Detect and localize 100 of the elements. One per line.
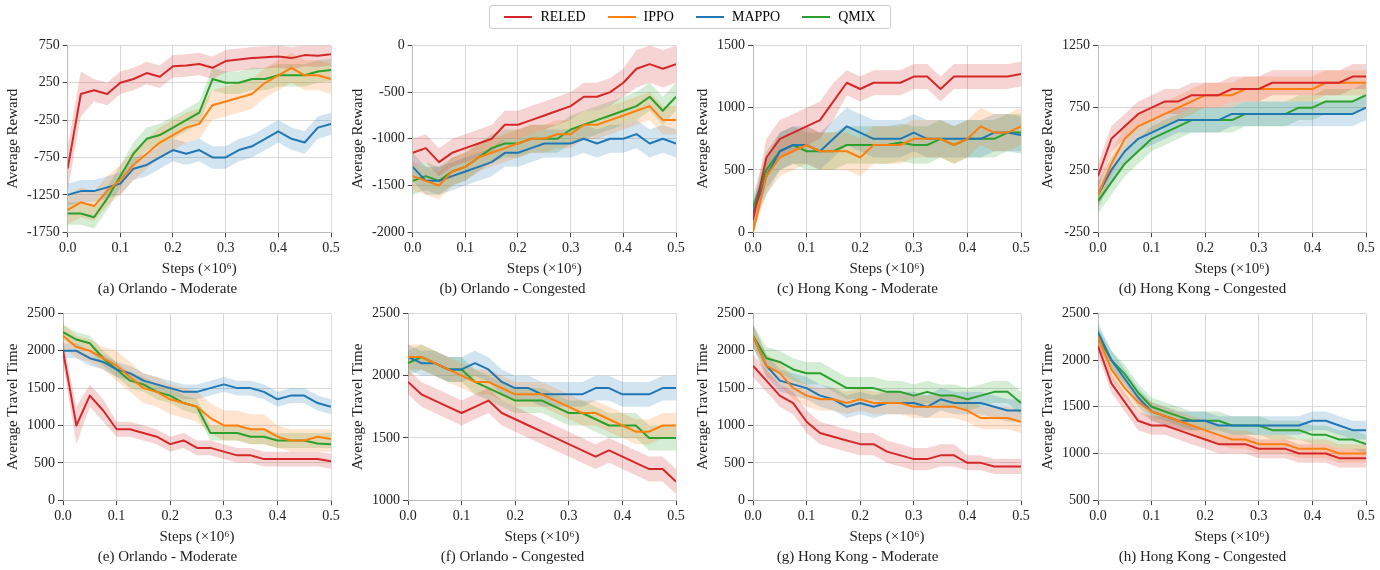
x-tick-label: 0.2	[851, 508, 869, 524]
y-tick-label: 500	[34, 454, 55, 470]
x-tick-label: 0.2	[509, 240, 527, 256]
x-tick-label: 0.3	[1250, 508, 1268, 524]
text: (f) Orlando - Congested	[440, 547, 585, 565]
y-tick-label: 0	[397, 37, 405, 53]
x-tick-label: 0.2	[161, 508, 179, 524]
y-tick-label: -250	[33, 111, 60, 127]
legend-label: MAPPO	[731, 9, 781, 25]
y-tick-label: 1500	[27, 379, 55, 395]
x-tick-label: 0.5	[667, 508, 685, 524]
x-tick-label: 0.1	[107, 508, 126, 524]
x-tick-label: 0.0	[744, 508, 762, 524]
x-tick-label: 0.4	[614, 240, 633, 256]
x-tick-label: 0.0	[54, 508, 72, 524]
text: (a) Orlando - Moderate	[97, 279, 238, 297]
y-axis-title: Average Reward	[1038, 88, 1055, 189]
x-tick-label: 0.1	[456, 240, 475, 256]
y-tick-label: 1000	[717, 99, 745, 115]
y-tick-label: 250	[38, 74, 60, 90]
x-tick-label: 0.0	[403, 240, 422, 256]
y-axis-title: Average Reward	[3, 88, 20, 189]
y-tick-label: 1000	[27, 417, 55, 433]
x-tick-label: 0.1	[111, 240, 130, 256]
x-tick-label: 0.3	[561, 240, 580, 256]
y-tick-label: 1500	[717, 379, 745, 395]
x-tick-label: 0.3	[216, 240, 235, 256]
y-axis-title: Average Travel Time	[348, 343, 365, 470]
y-tick-label: 0	[738, 491, 745, 507]
text: (b) Orlando - Congested	[439, 279, 587, 297]
y-tick-label: 2000	[1062, 351, 1090, 367]
text: (e) Orlando - Moderate	[97, 547, 238, 565]
x-tick-label: 0.3	[905, 240, 923, 256]
x-tick-label: 0.0	[1089, 240, 1107, 256]
y-tick-label: 750	[1069, 99, 1090, 115]
y-axis-title: Average Reward	[348, 88, 365, 189]
x-axis-title: Steps (×10⁶)	[504, 527, 580, 545]
y-tick-label: 1000	[372, 491, 400, 507]
x-tick-label: 0.5	[1357, 508, 1375, 524]
y-tick-label: -1000	[371, 130, 405, 146]
text: (g) Hong Kong - Moderate	[776, 547, 939, 565]
x-tick-label: 0.0	[399, 508, 417, 524]
y-tick-label: -250	[1064, 223, 1090, 239]
x-tick-label: 0.1	[452, 508, 471, 524]
x-axis-title: Steps (×10⁶)	[1194, 527, 1270, 545]
x-tick-label: 0.1	[1142, 508, 1161, 524]
y-tick-label: 1500	[372, 429, 400, 445]
text: (d) Hong Kong - Congested	[1118, 279, 1287, 297]
y-tick-label: 2500	[717, 305, 745, 321]
x-tick-label: 0.1	[1142, 240, 1161, 256]
y-tick-label: 1250	[1062, 37, 1090, 53]
y-tick-label: 500	[1069, 491, 1090, 507]
x-tick-label: 0.5	[322, 240, 340, 256]
x-tick-label: 0.3	[1250, 240, 1268, 256]
x-tick-label: 0.5	[1012, 240, 1030, 256]
y-tick-label: 1000	[717, 417, 745, 433]
y-tick-label: 250	[1069, 161, 1090, 177]
x-tick-label: 0.0	[744, 240, 762, 256]
y-tick-label: 500	[724, 454, 745, 470]
x-tick-label: 0.4	[1303, 240, 1322, 256]
y-tick-label: -1750	[26, 223, 60, 239]
x-tick-label: 0.1	[797, 508, 816, 524]
x-tick-label: 0.4	[1303, 508, 1322, 524]
x-tick-label: 0.4	[613, 508, 632, 524]
y-tick-label: 2500	[372, 305, 400, 321]
y-axis-title: Average Travel Time	[693, 343, 710, 470]
x-axis-title: Steps (×10⁶)	[506, 259, 582, 277]
x-tick-label: 0.4	[268, 508, 287, 524]
x-tick-label: 0.4	[269, 240, 288, 256]
x-tick-label: 0.2	[851, 240, 869, 256]
x-tick-label: 0.3	[215, 508, 233, 524]
y-axis-title: Average Travel Time	[1038, 343, 1055, 470]
y-tick-label: 0	[48, 491, 55, 507]
legend-label: IPPO	[643, 9, 674, 25]
y-axis-title: Average Reward	[693, 88, 710, 189]
x-tick-label: 0.2	[506, 508, 524, 524]
y-tick-label: 2500	[27, 305, 55, 321]
y-tick-label: 750	[38, 37, 60, 53]
x-tick-label: 0.5	[322, 508, 340, 524]
x-tick-label: 0.2	[164, 240, 182, 256]
x-axis-title: Steps (×10⁶)	[849, 259, 925, 277]
x-tick-label: 0.4	[958, 508, 977, 524]
y-tick-label: 2000	[717, 342, 745, 358]
y-tick-label: 500	[724, 161, 745, 177]
y-tick-label: 1500	[717, 37, 745, 53]
y-tick-label: 2500	[1062, 305, 1090, 321]
x-tick-label: 0.0	[58, 240, 77, 256]
x-tick-label: 0.4	[958, 240, 977, 256]
y-tick-label: -500	[378, 83, 405, 99]
x-tick-label: 0.3	[905, 508, 923, 524]
text: (h) Hong Kong - Congested	[1118, 547, 1287, 565]
x-tick-label: 0.5	[1357, 240, 1375, 256]
y-tick-label: -750	[33, 149, 60, 165]
y-axis-title: Average Travel Time	[3, 343, 20, 470]
x-tick-label: 0.5	[667, 240, 685, 256]
x-tick-label: 0.2	[1196, 508, 1214, 524]
x-tick-label: 0.1	[797, 240, 816, 256]
x-tick-label: 0.3	[560, 508, 578, 524]
y-tick-label: -1500	[371, 177, 405, 193]
x-axis-title: Steps (×10⁶)	[161, 259, 237, 277]
